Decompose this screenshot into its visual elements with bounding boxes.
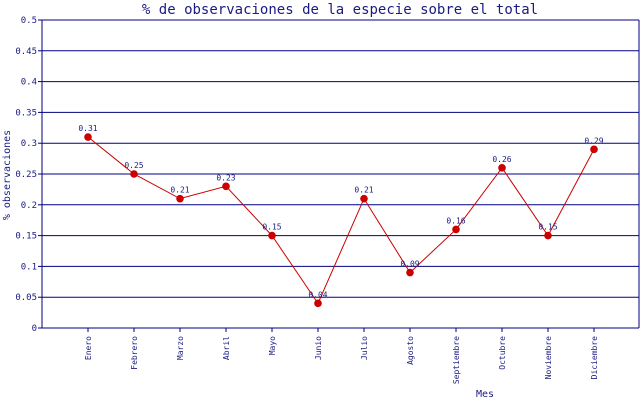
x-tick-label: Junio — [314, 336, 323, 360]
data-label: 0.09 — [400, 260, 419, 269]
x-axis-label: Mes — [476, 389, 494, 400]
y-tick-label: 0.5 — [21, 16, 37, 26]
data-point — [222, 182, 230, 191]
data-point — [498, 164, 506, 172]
data-label: 0.04 — [308, 290, 327, 299]
grid-lines — [42, 19, 639, 329]
data-label: 0.15 — [538, 223, 557, 232]
x-tick-labels: Enero Febrero Marzo Abril Mayo Junio Julio Agos… — [84, 336, 599, 384]
data-point — [314, 299, 322, 308]
x-tick-label: Abril — [222, 336, 231, 360]
data-label: 0.31 — [78, 124, 97, 133]
data-point — [452, 225, 460, 234]
data-label: 0.23 — [216, 173, 235, 182]
axes — [38, 19, 640, 332]
data-label: 0.15 — [262, 223, 281, 232]
data-point — [268, 231, 276, 240]
y-tick-label: 0.4 — [21, 78, 37, 88]
data-label: 0.21 — [170, 186, 189, 195]
series-line-path — [87, 136, 595, 305]
y-tick-label: 0.15 — [15, 232, 37, 242]
x-tick-label: Febrero — [130, 336, 139, 370]
x-tick-label: Septiembre — [452, 336, 461, 384]
data-label: 0.21 — [354, 186, 373, 195]
x-tick-label: Mayo — [268, 336, 277, 355]
y-tick-labels: 0 0.05 0.1 0.15 0.2 0.25 0.3 0.35 0.4 0.45 0.5 — [15, 16, 37, 334]
y-tick-label: 0.45 — [15, 47, 37, 57]
x-tick-label: Octubre — [498, 336, 507, 370]
x-tick-label: Enero — [84, 336, 93, 360]
x-tick-label: Diciembre — [590, 336, 599, 380]
y-tick-label: 0.1 — [21, 262, 37, 272]
y-tick-label: 0.3 — [21, 139, 37, 149]
data-point — [130, 170, 138, 178]
y-tick-label: 0 — [32, 324, 37, 334]
data-labels: 0.31 0.25 0.21 0.23 0.15 0.04 0.21 0.09 0.16 0.26… — [78, 124, 603, 299]
y-axis-label: % observaciones — [2, 130, 13, 220]
x-tick-label: Julio — [360, 336, 369, 360]
x-tick-label: Marzo — [176, 336, 185, 360]
y-tick-label: 0.25 — [15, 170, 37, 180]
data-point — [360, 194, 368, 203]
data-point — [84, 133, 92, 141]
data-point — [544, 231, 552, 240]
y-tick-label: 0.2 — [21, 201, 37, 211]
x-tick-label: Noviembre — [544, 336, 553, 380]
data-point — [406, 268, 414, 277]
series-line — [87, 136, 595, 305]
data-label: 0.25 — [124, 161, 143, 170]
y-tick-label: 0.35 — [15, 108, 37, 118]
y-tick-label: 0.05 — [15, 293, 37, 303]
data-points — [84, 133, 598, 308]
chart-title: % de observaciones de la especie sobre e… — [142, 2, 538, 18]
data-label: 0.29 — [584, 136, 603, 145]
data-point — [590, 145, 598, 154]
data-label: 0.16 — [446, 216, 465, 225]
data-point — [176, 194, 184, 203]
data-label: 0.26 — [492, 155, 511, 164]
x-tick-label: Agosto — [406, 336, 415, 365]
